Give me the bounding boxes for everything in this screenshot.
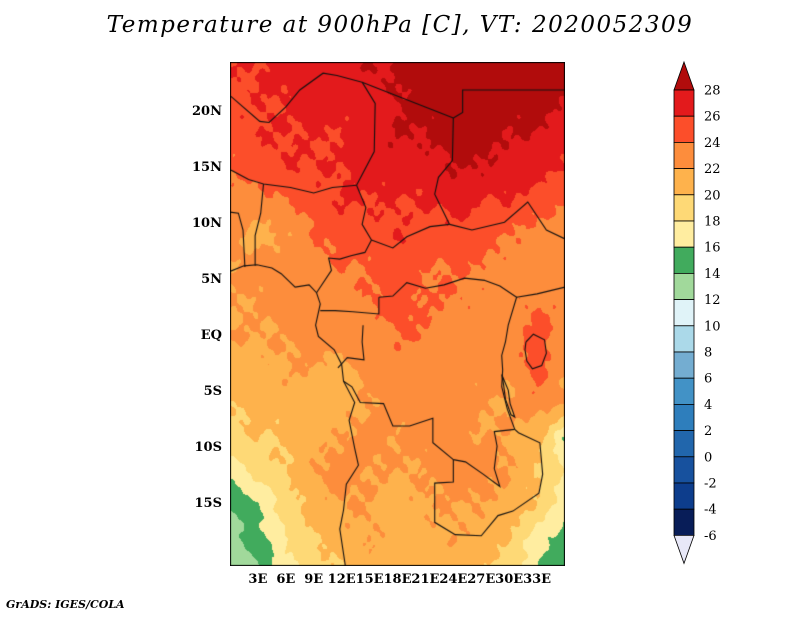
lat-tick-label: 10N bbox=[192, 216, 222, 232]
lon-tick-label: 3E bbox=[248, 572, 268, 587]
colorbar-segment bbox=[673, 89, 695, 117]
colorbar-segment bbox=[673, 325, 695, 353]
colorbar-label: -6 bbox=[704, 529, 717, 544]
colorbar-label: 8 bbox=[704, 346, 712, 361]
colorbar-over-triangle bbox=[673, 60, 695, 91]
colorbar-segment bbox=[673, 220, 695, 248]
lon-tick-label: 18E bbox=[383, 572, 412, 587]
colorbar-segment bbox=[673, 194, 695, 222]
lon-tick-label: 30E bbox=[495, 572, 524, 587]
colorbar-label: 14 bbox=[704, 267, 721, 282]
colorbar-segment bbox=[673, 508, 695, 536]
colorbar-segment bbox=[673, 351, 695, 379]
lat-tick-label: 15N bbox=[192, 160, 222, 176]
colorbar-label: 4 bbox=[704, 398, 712, 413]
colorbar-label: 10 bbox=[704, 319, 721, 334]
colorbar-label: 22 bbox=[704, 162, 721, 177]
lon-tick-label: 12E bbox=[327, 572, 356, 587]
colorbar-label: 26 bbox=[704, 110, 721, 125]
colorbar-segment bbox=[673, 246, 695, 274]
colorbar-label: -4 bbox=[704, 503, 717, 518]
colorbar-segment bbox=[673, 377, 695, 405]
colorbar-label: 18 bbox=[704, 215, 721, 230]
colorbar-segment bbox=[673, 403, 695, 431]
colorbar-label: 12 bbox=[704, 293, 721, 308]
lon-tick-label: 6E bbox=[276, 572, 296, 587]
colorbar-label: 20 bbox=[704, 188, 721, 203]
colorbar-label: 0 bbox=[704, 450, 712, 465]
grads-credit: GrADS: IGES/COLA bbox=[6, 598, 125, 611]
colorbar-under-triangle bbox=[673, 534, 695, 565]
lon-tick-label: 27E bbox=[467, 572, 496, 587]
plot-title: Temperature at 900hPa [C], VT: 202005230… bbox=[106, 12, 694, 38]
colorbar-segment bbox=[673, 115, 695, 143]
lon-tick-label: 33E bbox=[523, 572, 552, 587]
colorbar-label: 16 bbox=[704, 241, 721, 256]
lon-tick-label: 15E bbox=[355, 572, 384, 587]
colorbar-segment bbox=[673, 299, 695, 327]
colorbar-segment bbox=[673, 482, 695, 510]
lon-tick-label: 24E bbox=[439, 572, 468, 587]
lat-tick-label: 5N bbox=[201, 272, 222, 288]
lon-tick-label: 9E bbox=[304, 572, 324, 587]
colorbar-segment bbox=[673, 168, 695, 196]
lat-tick-label: 5S bbox=[203, 384, 222, 400]
colorbar-label: -2 bbox=[704, 477, 717, 492]
colorbar-label: 24 bbox=[704, 136, 721, 151]
colorbar-label: 6 bbox=[704, 372, 712, 387]
colorbar-segment bbox=[673, 430, 695, 458]
lat-tick-label: 10S bbox=[194, 440, 222, 456]
lon-tick-label: 21E bbox=[411, 572, 440, 587]
colorbar-label: 2 bbox=[704, 424, 712, 439]
temperature-map-canvas bbox=[230, 62, 565, 566]
colorbar-segment bbox=[673, 142, 695, 170]
lat-tick-label: 15S bbox=[194, 496, 222, 512]
colorbar-label: 28 bbox=[704, 84, 721, 99]
lat-tick-label: 20N bbox=[192, 104, 222, 120]
lat-tick-label: EQ bbox=[200, 328, 222, 344]
colorbar-segment bbox=[673, 456, 695, 484]
colorbar-segment bbox=[673, 272, 695, 300]
